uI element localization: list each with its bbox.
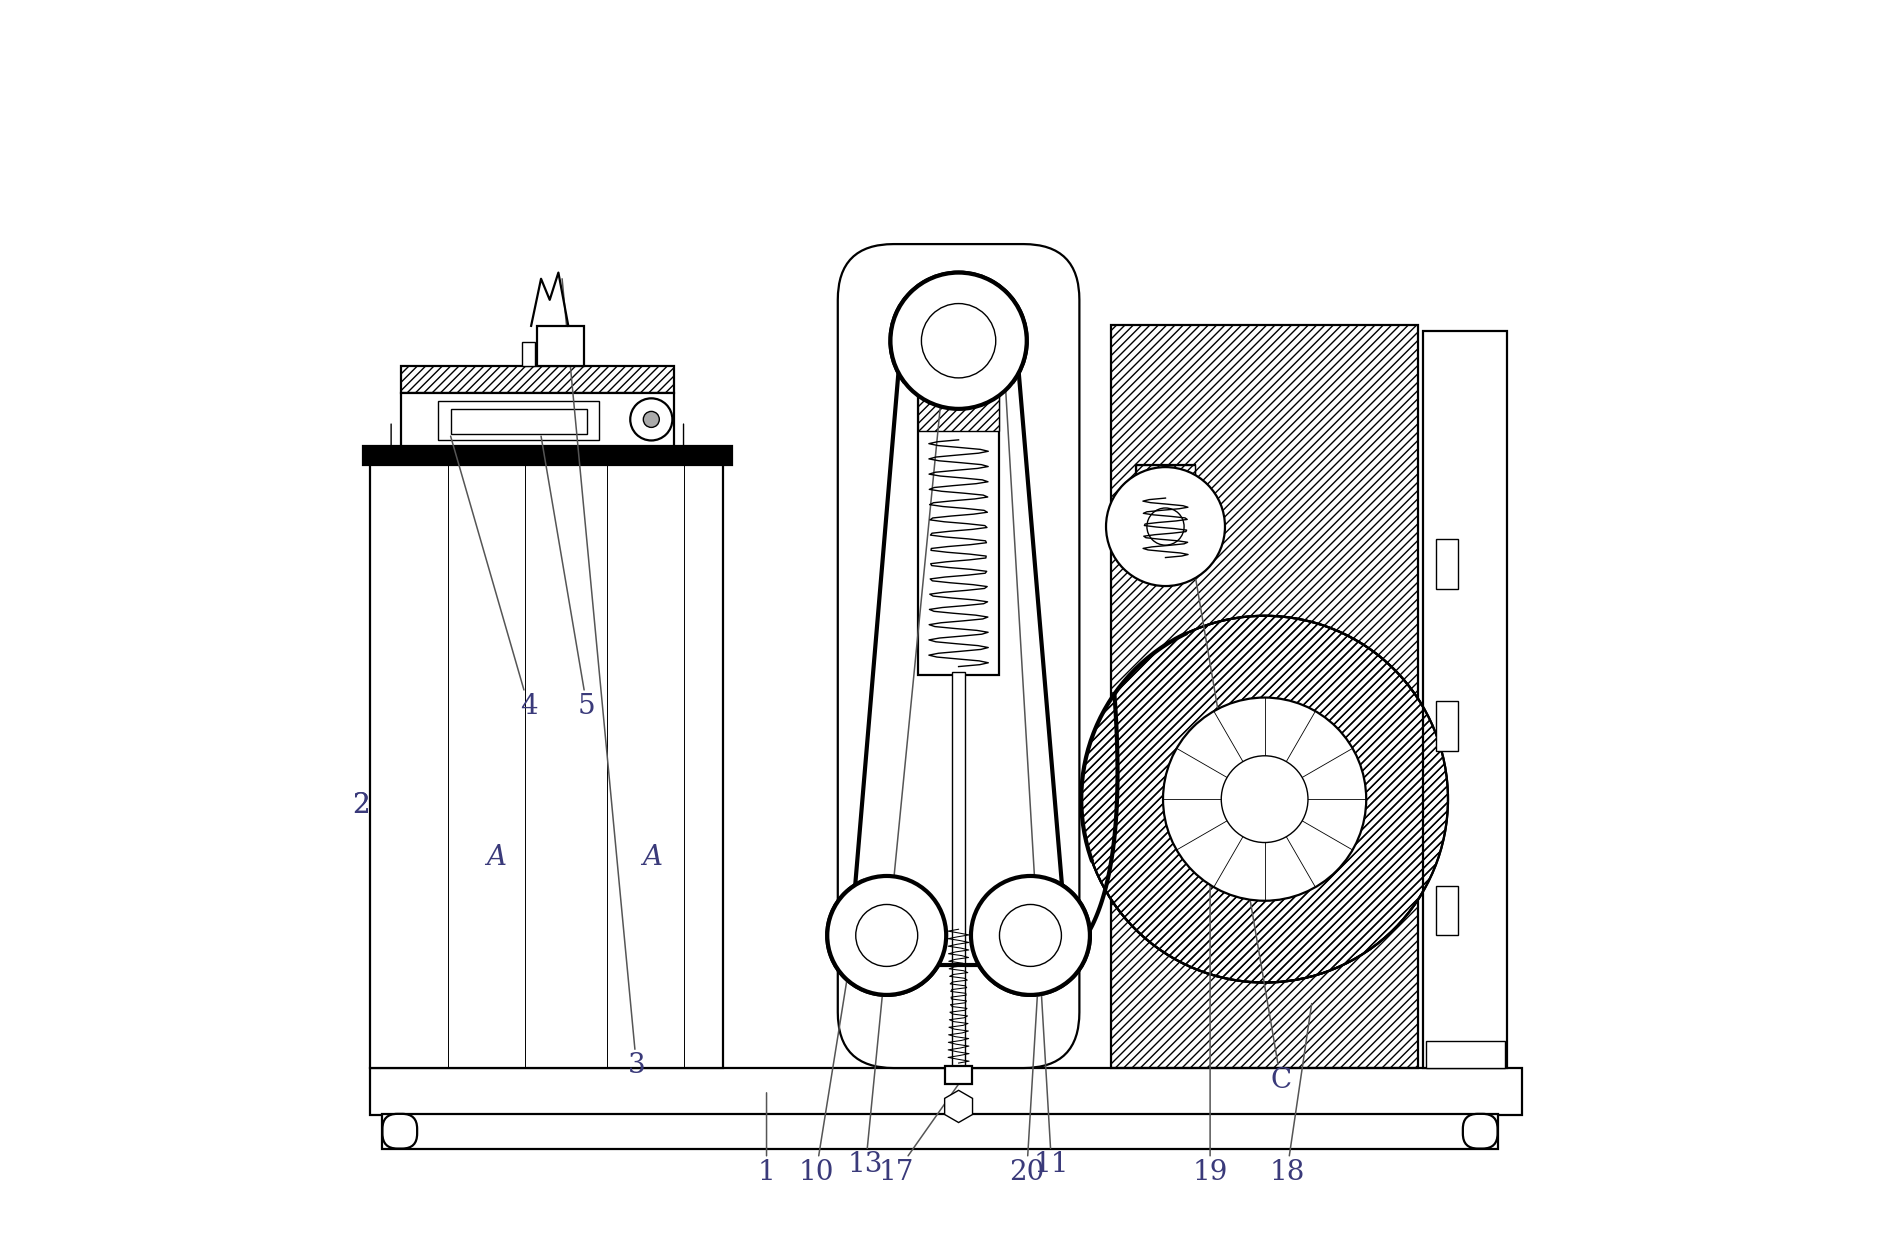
Text: 10: 10: [799, 979, 848, 1186]
FancyBboxPatch shape: [382, 1114, 417, 1149]
Circle shape: [630, 399, 673, 441]
Bar: [917, 372, 1000, 431]
Bar: [438, 401, 600, 440]
Bar: [400, 393, 673, 446]
Bar: [370, 461, 724, 1068]
Bar: [1136, 465, 1196, 564]
Bar: [1136, 465, 1196, 492]
Text: A: A: [487, 844, 506, 871]
Circle shape: [1431, 1046, 1446, 1061]
Bar: [370, 1068, 1523, 1115]
Circle shape: [1000, 904, 1062, 966]
Text: 5: 5: [541, 436, 596, 720]
Text: 20: 20: [1010, 966, 1045, 1186]
Bar: [1111, 325, 1418, 1068]
Text: 18: 18: [1269, 1004, 1312, 1186]
Text: 17: 17: [878, 1084, 959, 1186]
Text: 19: 19: [1192, 880, 1228, 1186]
Bar: [953, 672, 964, 1068]
Bar: [917, 372, 1000, 675]
Circle shape: [1081, 616, 1448, 983]
Bar: [523, 342, 534, 366]
Bar: [382, 1114, 1498, 1149]
Circle shape: [643, 411, 660, 427]
Circle shape: [1481, 1046, 1496, 1061]
Text: 2: 2: [353, 792, 370, 819]
Circle shape: [855, 904, 917, 966]
Circle shape: [891, 273, 1026, 409]
Circle shape: [1457, 1046, 1470, 1061]
Circle shape: [970, 876, 1090, 995]
Text: 11: 11: [1000, 285, 1070, 1178]
Text: 13: 13: [848, 347, 946, 1178]
Text: 4: 4: [451, 436, 538, 720]
Bar: [946, 1066, 972, 1084]
Polygon shape: [944, 1090, 972, 1123]
Circle shape: [1222, 756, 1308, 843]
Circle shape: [1105, 467, 1226, 586]
Circle shape: [1147, 508, 1184, 545]
Text: 3: 3: [562, 279, 645, 1079]
Text: 1: 1: [758, 1093, 775, 1186]
Text: A: A: [643, 844, 662, 871]
Bar: [451, 409, 587, 434]
Circle shape: [1164, 698, 1367, 901]
Circle shape: [921, 304, 996, 378]
Bar: [1436, 539, 1457, 589]
Text: C: C: [1183, 496, 1292, 1094]
Circle shape: [827, 876, 946, 995]
Bar: [1423, 331, 1508, 1068]
Bar: [538, 326, 585, 366]
FancyBboxPatch shape: [838, 244, 1079, 1068]
Bar: [400, 366, 673, 393]
Bar: [1425, 1041, 1506, 1068]
Bar: [1436, 701, 1457, 751]
Bar: [363, 446, 731, 465]
Text: 2: 2: [353, 792, 370, 819]
FancyBboxPatch shape: [1463, 1114, 1498, 1149]
Bar: [1436, 886, 1457, 935]
